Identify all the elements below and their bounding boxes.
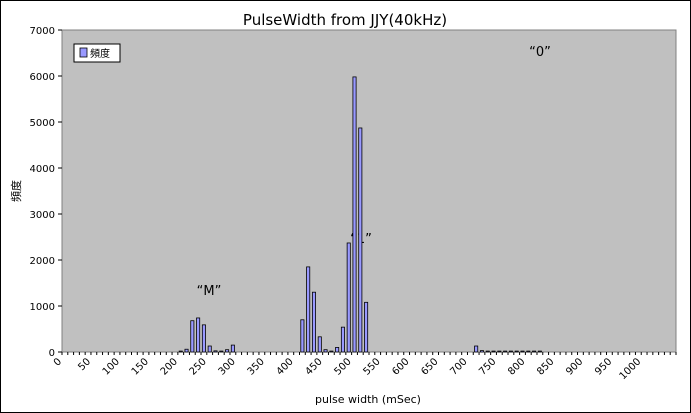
bar (526, 350, 531, 353)
legend-label: 頻度 (90, 47, 110, 60)
bar (300, 319, 305, 353)
bars (178, 76, 542, 353)
bar (491, 350, 496, 353)
bar (207, 345, 212, 353)
bar (474, 345, 479, 353)
chart-title: PulseWidth from JJY(40kHz) (243, 11, 447, 29)
bar (364, 301, 369, 353)
bar (213, 350, 218, 353)
y-tick-label: 1000 (30, 302, 55, 313)
bar (537, 350, 542, 353)
annotation-0: “0” (529, 45, 551, 60)
bar (317, 336, 322, 353)
bar (479, 350, 484, 353)
y-tick-label: 0 (49, 348, 55, 359)
bar (485, 350, 490, 353)
bar (329, 350, 334, 353)
bar (306, 266, 311, 353)
bar (225, 349, 230, 353)
y-tick-label: 6000 (30, 72, 55, 83)
annotation-m: “M” (197, 284, 222, 299)
bar (178, 350, 183, 353)
bar (190, 320, 195, 353)
bar (323, 349, 328, 353)
bar (358, 127, 363, 353)
bar (503, 350, 508, 353)
bar (514, 350, 519, 353)
bar (335, 346, 340, 353)
bar (520, 350, 525, 353)
legend: 頻度 (73, 43, 121, 63)
bar (196, 317, 201, 353)
y-tick-label: 4000 (30, 164, 55, 175)
plot-area (61, 29, 677, 353)
bar (230, 344, 235, 353)
bar (201, 324, 206, 353)
y-tick-label: 5000 (30, 118, 55, 129)
bar (219, 350, 224, 353)
bar (352, 76, 357, 353)
bar (184, 348, 189, 353)
y-tick-label: 3000 (30, 210, 55, 221)
bar (340, 326, 345, 353)
bar (532, 350, 537, 353)
y-axis-label: 頻度 (9, 180, 23, 202)
y-tick-label: 2000 (30, 256, 55, 267)
bar (508, 350, 513, 353)
legend-swatch (79, 47, 88, 58)
bar (497, 350, 502, 353)
y-tick-label: 7000 (30, 26, 55, 37)
y-ticks: 0 1000 2000 3000 4000 5000 6000 7000 (30, 26, 62, 359)
bar (346, 242, 351, 353)
x-axis-label: pulse width (mSec) (315, 393, 421, 406)
bar (311, 291, 316, 353)
